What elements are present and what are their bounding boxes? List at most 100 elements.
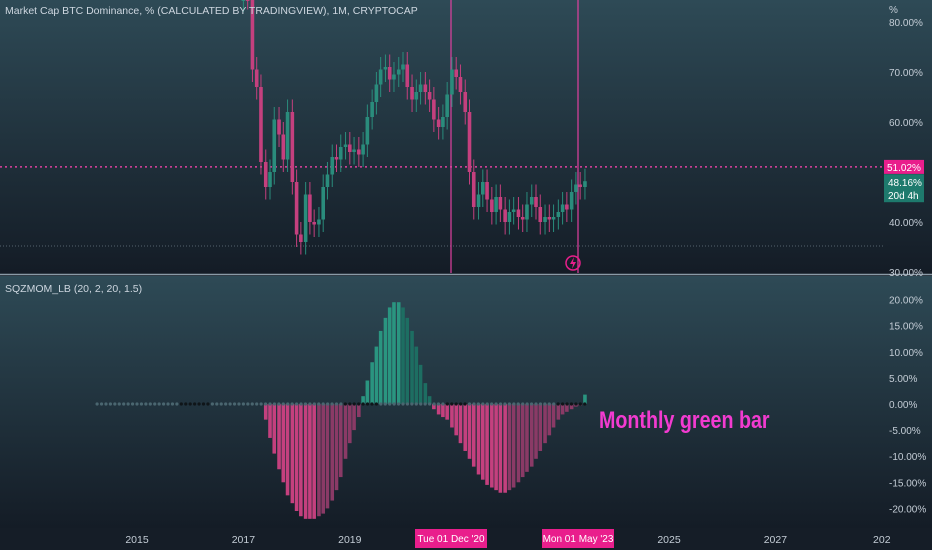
x-marker-label: Tue 01 Dec '20 [417,534,485,545]
momentum-bar [272,404,277,454]
squeeze-dot [472,402,476,406]
momentum-bar [547,404,552,436]
y-tick-label: 0.00% [889,400,917,411]
candle-body [534,197,538,207]
candle-body [503,209,507,222]
momentum-bar [361,396,365,404]
momentum-bar [516,404,521,483]
candle-body [410,87,414,100]
candle-body [374,84,379,102]
candle-body [321,187,325,220]
y-tick-label: -5.00% [889,426,921,437]
squeeze-dot [321,402,325,406]
candle-body [285,112,290,160]
candle-body [511,209,516,212]
squeeze-dot [179,402,183,406]
momentum-bar [485,404,489,485]
candle-body [551,217,556,220]
squeeze-dot [308,402,312,406]
last-price-tag [884,174,924,203]
squeeze-dot [498,402,503,406]
candle-body [463,92,468,112]
squeeze-dot [476,402,480,406]
squeeze-dot [246,402,250,406]
y-tick-label: 20.00% [889,296,923,307]
momentum-bar [392,302,396,404]
x-tick-label: 2025 [657,534,681,546]
momentum-bar [503,404,507,493]
momentum-bar [357,404,361,418]
squeeze-dot [556,402,560,406]
squeeze-dot [193,402,197,406]
squeeze-dot [379,402,383,406]
candle-body [325,174,330,187]
candle-body [330,157,335,175]
momentum-bar [330,404,335,501]
squeeze-dot [175,402,179,406]
momentum-bar [556,404,561,420]
squeeze-dot [281,402,285,406]
squeeze-dot [219,402,223,406]
last-price-label: 48.16% [888,178,922,189]
squeeze-dot [512,402,516,406]
momentum-bar [334,404,339,491]
candle-body [254,69,259,87]
momentum-bar [277,404,281,470]
indicator-title: SQZMOM_LB (20, 2, 20, 1.5) [5,283,143,295]
squeeze-dot [374,402,378,406]
candle-body [263,162,268,187]
candle-body [445,94,449,117]
squeeze-dot [232,402,237,406]
y-tick-label: 70.00% [889,68,923,79]
x-marker-label: Mon 01 May '23 [543,534,614,545]
squeeze-dot [481,402,485,406]
squeeze-dot [428,402,432,406]
squeeze-dot [432,402,436,406]
squeeze-dot [139,402,144,406]
squeeze-dot [108,402,112,406]
squeeze-dot [583,402,587,406]
momentum-bar [410,330,414,404]
momentum-bar [418,364,423,404]
candle-body [560,204,565,212]
squeeze-dot [184,402,188,406]
candle-body [348,144,352,152]
squeeze-dot [445,402,449,406]
candle-body [299,234,303,242]
candle-body [454,69,458,77]
squeeze-dot [561,402,565,406]
momentum-bar [520,404,525,478]
candle-body [343,144,348,147]
squeeze-dot [153,402,157,406]
squeeze-dot [241,402,245,406]
squeeze-dot [405,402,410,406]
candle-body [405,64,410,87]
candle-body [303,194,308,242]
candle-body [516,209,521,217]
squeeze-dot [459,402,463,406]
squeeze-dot [419,402,423,406]
candle-body [383,67,388,70]
squeeze-dot [485,402,489,406]
momentum-bar [423,383,428,404]
candle-body [277,119,281,135]
candle-body [378,69,383,85]
momentum-bar [463,404,468,451]
candle-body [458,77,463,92]
candle-body [471,172,476,207]
momentum-bar [370,362,374,404]
momentum-bar [490,404,494,488]
x-tick-label: 2019 [338,534,362,546]
momentum-bar [294,404,299,512]
momentum-bar [507,404,512,491]
squeeze-dot [348,402,352,406]
candle-body [481,182,485,195]
candle-body [578,184,582,187]
candle-body [494,197,498,212]
momentum-bar [321,404,325,514]
candle-body [245,0,250,1]
candle-body [583,181,587,187]
squeeze-dot [263,402,268,406]
y-tick-label: 80.00% [889,18,923,29]
